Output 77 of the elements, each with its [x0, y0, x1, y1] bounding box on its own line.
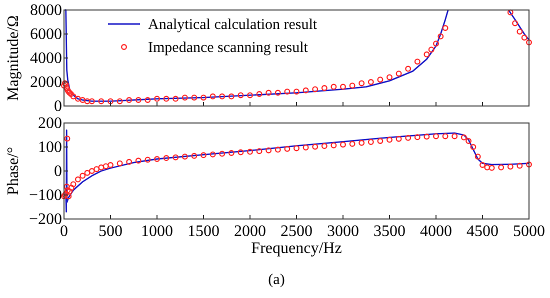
x-tick-label: 4000	[420, 223, 452, 240]
point	[74, 96, 81, 102]
point	[98, 98, 104, 104]
x-tick-label: 3000	[327, 223, 359, 240]
point	[424, 51, 430, 58]
point	[256, 91, 262, 97]
y-tick-label: 0	[54, 163, 62, 180]
point	[526, 39, 532, 46]
y-tick-label: 8000	[30, 2, 62, 19]
point	[433, 40, 439, 47]
point	[428, 46, 434, 53]
point	[126, 97, 132, 103]
point	[438, 33, 444, 40]
y-tick-label: −100	[28, 187, 62, 204]
point	[228, 93, 234, 100]
point	[516, 28, 523, 35]
x-tick-label: 500	[98, 223, 122, 240]
point	[80, 97, 86, 103]
y-tick-label: 0	[54, 98, 62, 115]
point	[340, 84, 346, 90]
point	[144, 97, 151, 103]
point	[116, 98, 123, 104]
point	[108, 98, 114, 104]
y-tick-label: 200	[38, 115, 62, 132]
point	[172, 96, 179, 102]
point	[284, 88, 290, 95]
point	[358, 80, 365, 86]
point	[182, 94, 188, 101]
point	[238, 92, 244, 98]
point	[512, 20, 518, 26]
y-tick-label: −200	[28, 211, 62, 228]
point	[61, 82, 67, 89]
point	[294, 88, 300, 95]
x-tick-label: 1000	[141, 223, 173, 240]
x-tick-label: 4500	[466, 223, 498, 240]
point	[200, 94, 206, 101]
point	[191, 94, 198, 101]
point	[414, 58, 420, 65]
y-axis-title: Magnitude/Ω	[5, 15, 22, 101]
point	[247, 92, 253, 98]
point	[321, 85, 328, 91]
point	[154, 96, 160, 102]
point	[135, 97, 142, 103]
point	[274, 90, 281, 96]
point	[377, 76, 384, 83]
point	[396, 70, 402, 77]
point	[312, 86, 318, 92]
y-tick-label: 2000	[30, 74, 62, 91]
point	[521, 34, 528, 41]
legend-label: Analytical calculation result	[148, 17, 318, 33]
point	[368, 79, 374, 85]
x-tick-label: 3500	[374, 223, 406, 240]
point	[507, 9, 514, 16]
x-tick-label: 5000	[513, 223, 545, 240]
text: (a)	[268, 272, 285, 288]
point	[386, 74, 392, 80]
y-tick-label: 4000	[30, 50, 62, 67]
x-tick-label: 2500	[280, 223, 312, 240]
legend-label: Impedance scanning result	[148, 40, 309, 56]
point	[266, 90, 272, 96]
x-tick-label: 1500	[188, 223, 220, 240]
y-tick-label: 6000	[30, 26, 62, 43]
x-axis-title: Frequency/Hz	[251, 240, 342, 257]
point	[442, 25, 448, 31]
y-axis-title: Phase/°	[5, 146, 22, 196]
point	[302, 87, 309, 94]
point	[219, 93, 226, 100]
point	[163, 96, 170, 102]
point	[88, 98, 95, 104]
point	[84, 98, 90, 104]
point	[330, 84, 337, 90]
y-tick-label: 100	[38, 139, 62, 156]
point	[70, 93, 76, 100]
point	[210, 93, 216, 100]
point	[405, 66, 412, 72]
point	[349, 82, 356, 89]
x-tick-label: 2000	[234, 223, 266, 240]
